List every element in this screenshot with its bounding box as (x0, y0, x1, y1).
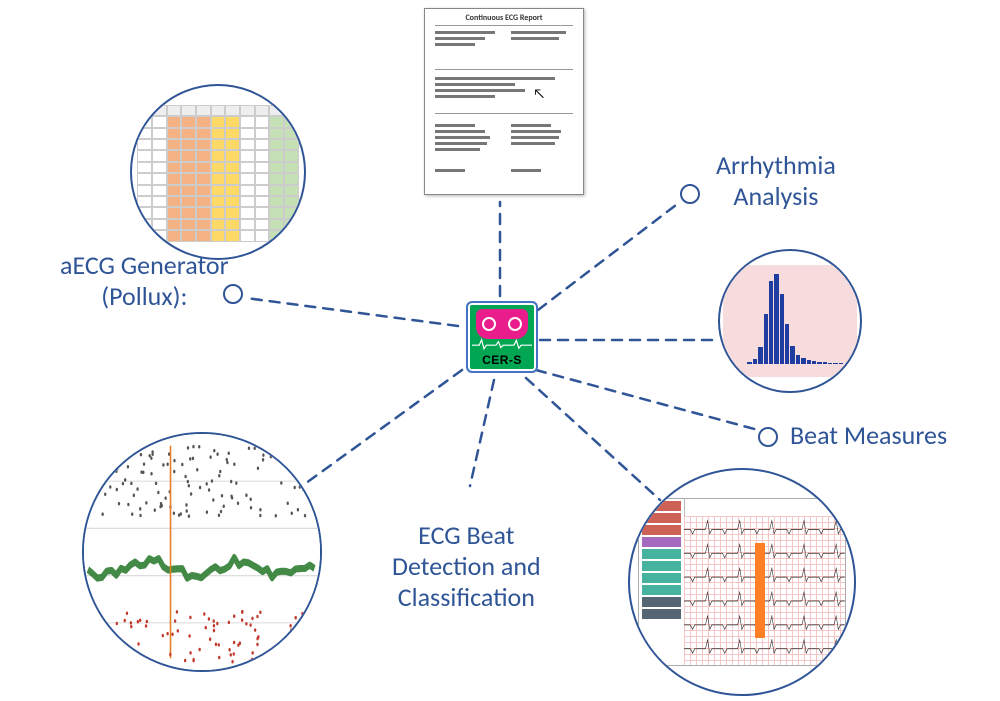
label-beat-measures: Beat Measures (790, 420, 947, 451)
trend-thumbnail (84, 434, 320, 670)
histogram-thumbnail (723, 265, 857, 377)
center-logo: CER-S (466, 301, 538, 373)
end-dot-arrhythmia (680, 184, 700, 204)
diagram-stage: Continuous ECG Report ↖ (0, 0, 1000, 701)
logo-text: CER-S (468, 353, 536, 367)
label-aecg: aECG Generator (Pollux): (60, 250, 229, 312)
table-thumbnail (137, 105, 299, 239)
report-thumbnail: Continuous ECG Report ↖ (424, 8, 584, 195)
node-aecg-generator (130, 84, 306, 260)
node-trend (82, 432, 322, 672)
label-arrhythmia: Arrhythmia Analysis (716, 150, 836, 212)
report-title: Continuous ECG Report (425, 13, 583, 23)
ecg-thumbnail (638, 498, 846, 666)
node-ecg-beat (628, 468, 856, 696)
end-dot-beat-measures (758, 427, 778, 447)
node-beat-measures (718, 249, 862, 393)
label-ecg-beat: ECG Beat Detection and Classification (392, 520, 541, 614)
